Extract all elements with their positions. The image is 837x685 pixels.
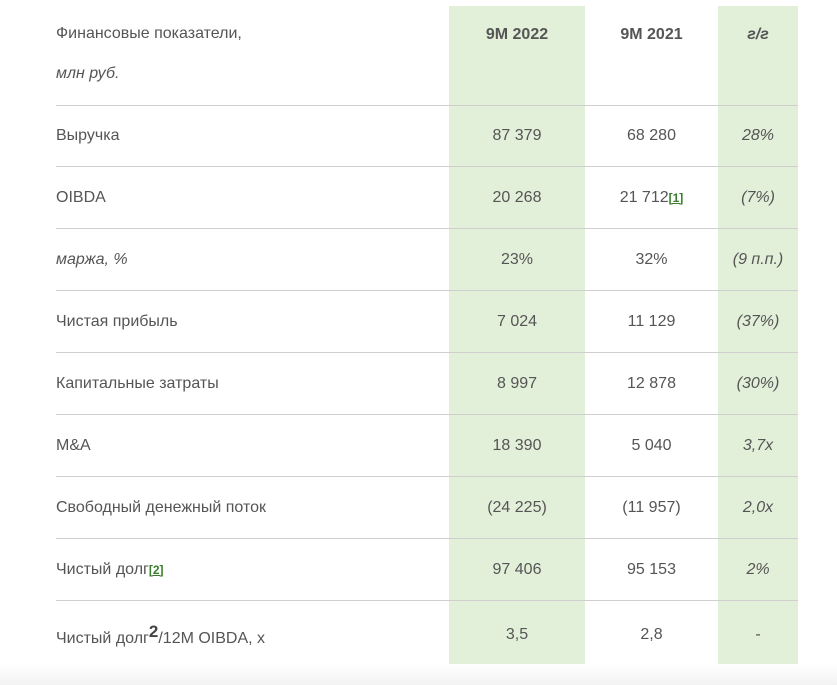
row-label: M&A [56, 436, 91, 454]
row-label: Чистый долг2/12M OIBDA, x [56, 622, 449, 648]
header-label-line1: Финансовые показатели, [56, 25, 242, 42]
row-value-9m2022: 18 390 [492, 436, 542, 454]
row-label-text: Чистый долг [56, 629, 149, 647]
table-row: Чистая прибыль 7 024 11 129 (37%) [56, 291, 798, 353]
row-label: OIBDA [56, 188, 106, 206]
row-label: Чистый долг[2] [56, 561, 449, 579]
row-value-yoy: 2% [746, 560, 770, 578]
row-label-tail: /12M OIBDA, x [158, 629, 266, 647]
table-row: Свободный денежный поток (24 225) (11 95… [56, 477, 798, 539]
table-row: M&A 18 390 5 040 3,7x [56, 415, 798, 477]
row-value-9m2022: 87 379 [492, 127, 542, 144]
row-value-9m2021: 32% [635, 250, 668, 268]
row-label-superscript: 2 [148, 621, 159, 641]
row-value-9m2021: 12 878 [627, 374, 676, 392]
row-value-yoy: (37%) [736, 312, 780, 330]
row-label: Чистая прибыль [56, 312, 178, 330]
table-row: Чистый долг[2] 97 406 95 153 2% [56, 539, 798, 601]
row-value-9m2022: 97 406 [492, 560, 542, 578]
row-label-text: Чистый долг [56, 560, 149, 578]
row-label: Выручка [56, 127, 120, 144]
row-value-yoy: - [755, 625, 761, 643]
row-value-9m2021: 11 129 [627, 312, 676, 330]
row-label: маржа, % [56, 250, 128, 268]
table-row: Капитальные затраты 8 997 12 878 (30%) [56, 353, 798, 415]
row-value-yoy: 2,0x [742, 498, 774, 516]
row-value-yoy: (30%) [736, 374, 780, 392]
footnote-link-2[interactable]: [2] [148, 562, 164, 577]
row-value-9m2022: 7 024 [496, 312, 538, 330]
bottom-fade [0, 664, 837, 685]
header-col-9m2021: 9M 2021 [620, 26, 683, 43]
table-row: OIBDA 20 268 21 712[1] (7%) [56, 167, 798, 229]
table-row: Выручка 87 379 68 280 28% [56, 106, 798, 167]
table-row: Чистый долг2/12M OIBDA, x 3,5 2,8 - [56, 601, 798, 669]
row-value-9m2021: 68 280 [627, 127, 676, 144]
row-value-9m2021: (11 957) [622, 498, 681, 516]
row-value-yoy: 28% [741, 127, 775, 144]
row-value-9m2022: 23% [500, 250, 534, 268]
row-value-9m2021: 2,8 [640, 625, 663, 643]
row-value-9m2022: 8 997 [496, 374, 538, 392]
header-label-line2: млн руб. [56, 65, 120, 82]
row-value-yoy: (7%) [741, 188, 775, 206]
row-value-9m2021: 5 040 [631, 436, 672, 454]
header-col-9m2022: 9M 2022 [485, 26, 549, 43]
row-value-text: 21 712 [619, 188, 669, 206]
row-label: Капитальные затраты [56, 374, 219, 392]
row-value-9m2021: 21 712[1] [585, 189, 718, 207]
row-value-9m2021: 95 153 [627, 560, 676, 578]
table-row: маржа, % 23% 32% (9 п.п.) [56, 229, 798, 291]
financial-table: Финансовые показатели, млн руб. 9M 2022 … [56, 6, 798, 669]
row-value-9m2022: 3,5 [505, 625, 529, 643]
highlight-column-9m2022 [449, 6, 585, 664]
header-label: Финансовые показатели, млн руб. [56, 6, 449, 82]
row-value-9m2022: (24 225) [487, 498, 547, 516]
header-col-yoy: г/г [747, 26, 769, 43]
row-value-yoy: (9 п.п.) [732, 250, 784, 268]
row-value-9m2022: 20 268 [492, 188, 542, 206]
row-value-yoy: 3,7x [742, 436, 774, 454]
footnote-link-1[interactable]: [1] [668, 190, 684, 205]
highlight-column-yoy [718, 6, 798, 664]
row-label: Свободный денежный поток [56, 498, 267, 516]
table-header-row: Финансовые показатели, млн руб. 9M 2022 … [56, 6, 798, 106]
